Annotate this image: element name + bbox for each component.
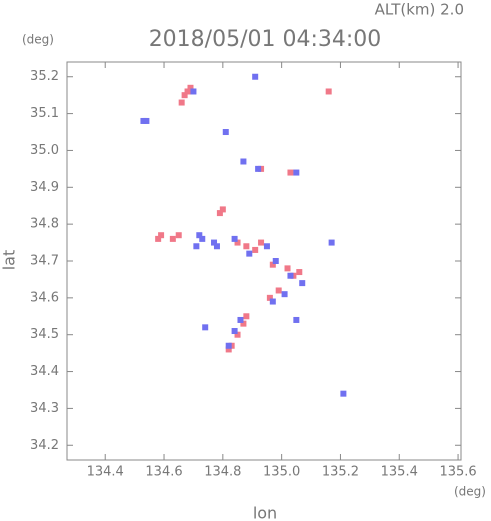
point xyxy=(211,239,218,246)
x-unit: (deg) xyxy=(454,485,486,499)
y-tick-label: 34.5 xyxy=(30,327,59,342)
point xyxy=(169,235,176,242)
point xyxy=(255,165,262,172)
point xyxy=(216,210,223,217)
plot-frame xyxy=(66,61,462,461)
y-tick-label: 35.1 xyxy=(30,106,59,121)
point xyxy=(281,291,288,298)
point xyxy=(269,298,276,305)
point xyxy=(293,316,300,323)
point xyxy=(287,169,294,176)
x-tick-label: 135.0 xyxy=(263,465,300,480)
x-tick-label: 135.4 xyxy=(381,465,418,480)
point xyxy=(293,169,300,176)
point xyxy=(196,232,203,239)
point xyxy=(269,261,276,268)
x-tick-label: 134.4 xyxy=(87,465,124,480)
y-tick-label: 34.7 xyxy=(30,254,59,269)
point xyxy=(193,243,200,250)
x-axis-title: lon xyxy=(253,504,277,521)
y-tick-label: 34.6 xyxy=(30,290,59,305)
point xyxy=(325,88,332,95)
x-tick-label: 135.2 xyxy=(322,465,359,480)
point xyxy=(240,158,247,165)
y-tick-label: 34.2 xyxy=(30,438,59,453)
point xyxy=(231,328,238,335)
point xyxy=(340,390,347,397)
point xyxy=(266,294,273,301)
point xyxy=(175,232,182,239)
point xyxy=(328,239,335,246)
point xyxy=(272,258,279,264)
point xyxy=(243,243,250,250)
point xyxy=(155,235,162,242)
y-tick-label: 35.2 xyxy=(30,69,59,84)
point xyxy=(275,287,282,294)
y-tick-label: 34.4 xyxy=(30,364,59,379)
point xyxy=(243,313,250,320)
annotation: ALT(km) 2.0 xyxy=(375,1,464,19)
point xyxy=(178,99,185,106)
point xyxy=(263,243,270,250)
point xyxy=(252,246,259,253)
point xyxy=(158,232,165,239)
y-tick-label: 34.8 xyxy=(30,217,59,232)
y-tick-label: 34.3 xyxy=(30,401,59,416)
point xyxy=(213,243,220,250)
point xyxy=(202,324,209,331)
point xyxy=(240,320,247,327)
point xyxy=(181,92,188,99)
point xyxy=(258,239,265,246)
point xyxy=(299,280,306,287)
y-tick-label: 35.0 xyxy=(30,143,59,158)
point xyxy=(246,250,253,257)
x-tick-label: 134.6 xyxy=(145,465,182,480)
point xyxy=(237,316,244,323)
point xyxy=(234,331,241,338)
point xyxy=(225,346,232,353)
point xyxy=(234,239,241,246)
point xyxy=(222,129,229,136)
point xyxy=(184,88,191,95)
point xyxy=(284,265,291,272)
point xyxy=(287,272,294,279)
y-tick-label: 34.9 xyxy=(30,180,59,195)
point xyxy=(190,88,197,95)
point xyxy=(225,342,232,349)
point xyxy=(219,206,226,213)
y-axis-title: lat xyxy=(0,250,19,271)
point xyxy=(231,235,238,242)
point xyxy=(296,269,303,276)
point xyxy=(252,73,259,80)
y-unit: (deg) xyxy=(22,33,54,47)
point xyxy=(187,84,194,91)
point xyxy=(199,235,206,242)
x-tick-label: 135.6 xyxy=(439,465,476,480)
point xyxy=(143,117,150,124)
x-tick-label: 134.8 xyxy=(204,465,241,480)
chart-title: 2018/05/01 04:34:00 xyxy=(149,27,382,52)
